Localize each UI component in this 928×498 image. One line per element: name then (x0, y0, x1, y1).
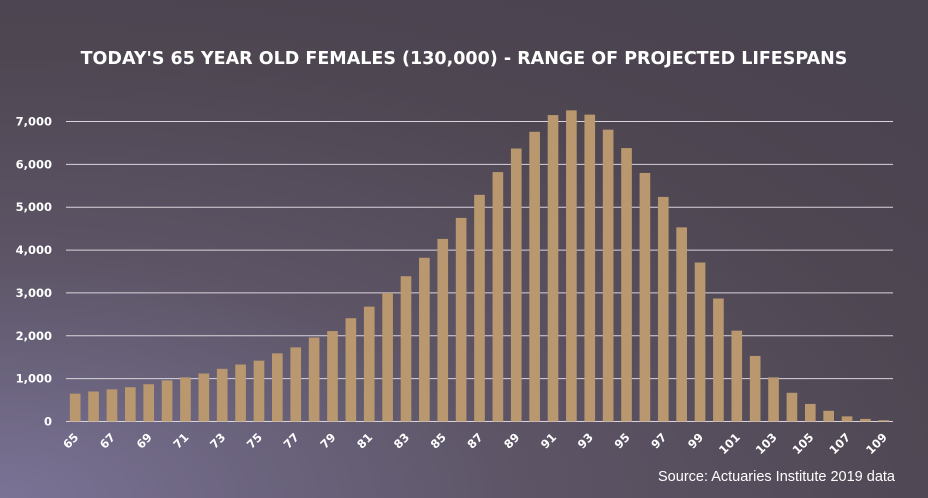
x-tick-label: 97 (648, 430, 669, 451)
bar (327, 331, 338, 422)
y-tick-label: 7,000 (16, 115, 52, 129)
y-tick-label: 4,000 (16, 243, 52, 257)
chart-title: TODAY'S 65 YEAR OLD FEMALES (130,000) - … (81, 49, 848, 69)
bar (235, 364, 246, 422)
bar (768, 377, 779, 422)
bar (657, 196, 669, 422)
y-axis-tick-labels: 0 1,000 2,000 3,000 4,000 5,000 6,000 7,000 (16, 115, 52, 429)
x-tick-label: 67 (97, 430, 118, 451)
x-tick-label: 93 (575, 430, 596, 451)
bar (510, 148, 522, 422)
y-tick-label: 3,000 (16, 286, 52, 300)
bar (308, 337, 320, 422)
x-tick-label: 105 (790, 430, 817, 457)
x-tick-label: 65 (60, 430, 81, 451)
y-tick-label: 2,000 (16, 329, 52, 343)
x-tick-label: 75 (244, 430, 265, 451)
y-tick-label: 6,000 (16, 157, 52, 171)
bar (180, 377, 191, 422)
bar (290, 347, 302, 422)
bar (547, 115, 559, 422)
bar (804, 403, 816, 422)
bar (602, 129, 614, 422)
bar (878, 420, 890, 422)
x-tick-label: 101 (716, 430, 743, 457)
x-tick-label: 95 (611, 430, 632, 451)
bar (749, 355, 761, 422)
y-tick-label: 5,000 (16, 200, 52, 214)
bar (639, 172, 651, 422)
x-tick-label: 71 (170, 430, 191, 451)
bar (382, 292, 393, 422)
bar (106, 389, 118, 422)
bar (529, 131, 540, 422)
x-tick-label: 69 (134, 430, 155, 451)
bar (455, 217, 467, 422)
x-tick-label: 85 (428, 430, 449, 451)
bar (492, 172, 504, 422)
bar (272, 353, 283, 422)
bar (786, 392, 798, 422)
bar (253, 360, 265, 422)
bar (400, 276, 412, 422)
y-tick-label: 0 (44, 415, 52, 429)
bar (823, 410, 835, 422)
bar (143, 384, 155, 422)
bar (860, 418, 871, 422)
bar (841, 416, 853, 422)
x-tick-label: 87 (464, 430, 485, 451)
bar (731, 330, 743, 422)
bar (363, 306, 375, 422)
bar (713, 298, 724, 422)
bar (621, 148, 632, 422)
x-tick-label: 73 (207, 430, 228, 451)
bar (419, 257, 430, 422)
bar (345, 318, 357, 422)
bar (216, 368, 228, 422)
bar (584, 114, 596, 422)
bar (437, 238, 449, 422)
source-note: Source: Actuaries Institute 2019 data (658, 469, 896, 485)
x-tick-label: 79 (317, 430, 338, 451)
x-tick-label: 77 (281, 430, 302, 451)
x-tick-label: 81 (354, 430, 375, 451)
x-axis-tick-labels: 65 67 69 71 73 75 77 79 81 83 85 87 89 91 93 95 97 99 101 1… (60, 430, 890, 457)
x-tick-label: 103 (753, 430, 780, 457)
bar (88, 391, 99, 422)
y-tick-label: 1,000 (16, 372, 52, 386)
x-tick-label: 91 (538, 430, 559, 451)
bar (676, 227, 687, 422)
bar (474, 194, 485, 422)
bar (124, 387, 136, 422)
x-tick-label: 89 (501, 430, 522, 451)
x-tick-label: 83 (391, 430, 412, 451)
bars (69, 110, 890, 422)
x-tick-label: 109 (863, 430, 890, 457)
bar (198, 373, 210, 422)
bar (161, 380, 173, 422)
x-tick-label: 99 (685, 430, 706, 451)
bar (566, 110, 577, 422)
x-tick-label: 107 (826, 430, 853, 457)
bar (69, 393, 81, 422)
bar (694, 262, 706, 422)
